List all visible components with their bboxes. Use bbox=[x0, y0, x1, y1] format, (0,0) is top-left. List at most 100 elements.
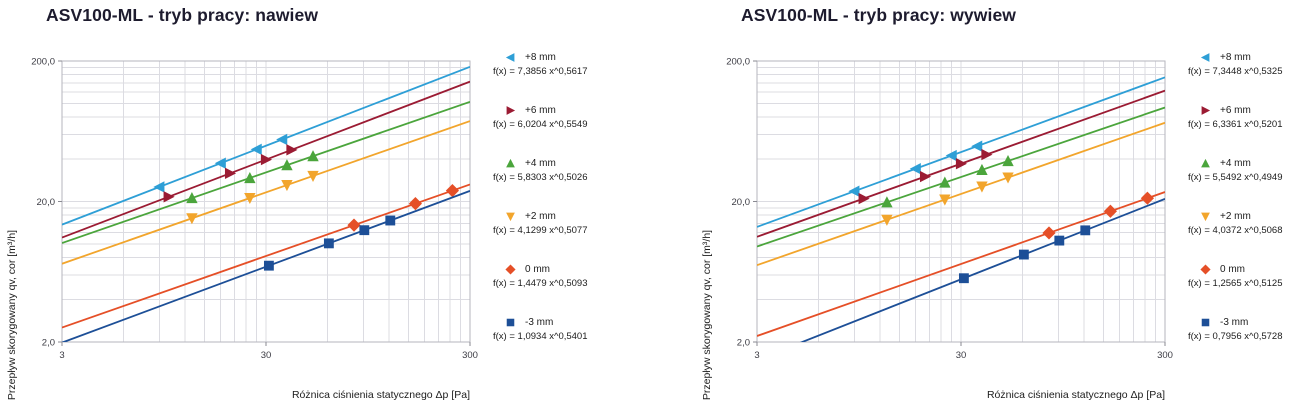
series-marker-triangle-left bbox=[214, 157, 226, 169]
series-marker-triangle-left bbox=[848, 185, 860, 197]
triangle-left-icon bbox=[505, 53, 515, 62]
series-marker-triangle-down bbox=[1201, 212, 1210, 222]
series-marker-triangle-down bbox=[506, 212, 515, 222]
series-marker-triangle-right bbox=[260, 153, 272, 166]
series-marker-triangle-up bbox=[506, 158, 515, 168]
x-tick-label: 300 bbox=[462, 350, 478, 361]
series-marker-triangle-down bbox=[186, 213, 198, 225]
series-marker-triangle-right bbox=[955, 157, 967, 170]
triangle-up-icon bbox=[506, 158, 515, 168]
series-line-+8mm bbox=[757, 76, 1165, 228]
x-tick-label: 30 bbox=[956, 350, 967, 361]
series-marker-square bbox=[359, 225, 370, 236]
series-marker-triangle-up bbox=[1201, 158, 1210, 168]
legend-name-row: +4 mm bbox=[493, 157, 643, 170]
gridlines bbox=[756, 60, 1166, 343]
series-marker-triangle-right bbox=[858, 192, 870, 205]
series-line-+8mm bbox=[62, 65, 470, 226]
x-tick-label: 3 bbox=[754, 350, 759, 361]
legend-series-label: +6 mm bbox=[1220, 105, 1251, 116]
legend-equation: f(x) = 0,7956 x^0,5728 bbox=[1188, 331, 1283, 342]
x-tick-label: 3 bbox=[59, 350, 64, 361]
series-marker-triangle-up bbox=[281, 159, 293, 171]
legend-series-label: +2 mm bbox=[1220, 211, 1251, 222]
series-marker-square bbox=[1054, 235, 1065, 246]
series-marker-triangle-right bbox=[506, 106, 516, 115]
triangle-right-icon bbox=[506, 106, 516, 115]
y-tick-label: 2,0 bbox=[42, 338, 55, 349]
series-marker-triangle-left bbox=[971, 140, 983, 152]
series-marker-diamond bbox=[1103, 204, 1118, 218]
series-marker-diamond bbox=[408, 197, 423, 211]
series-marker-triangle-up bbox=[186, 192, 198, 204]
legend-equation: f(x) = 5,5492 x^0,4949 bbox=[1188, 172, 1283, 183]
square-icon bbox=[1201, 318, 1210, 327]
series-line-0mm bbox=[62, 183, 470, 329]
series-marker-triangle-down bbox=[881, 214, 893, 226]
series-marker-square bbox=[323, 238, 334, 249]
series-marker-triangle-down bbox=[244, 192, 256, 205]
legend: +8 mm f(x) = 7,3448 x^0,5325 +6 mm f(x) = 6… bbox=[1188, 51, 1307, 369]
legend-name-row: +8 mm bbox=[1188, 51, 1307, 64]
legend-item-+2mm: +2 mm f(x) = 4,1299 x^0,5077 bbox=[493, 210, 643, 236]
series-marker-triangle-right bbox=[1201, 106, 1211, 115]
legend-series-label: 0 mm bbox=[525, 264, 550, 275]
legend-name-row: +6 mm bbox=[1188, 104, 1307, 117]
series-marker-diamond bbox=[1200, 264, 1211, 275]
series-marker-square bbox=[506, 318, 515, 327]
chart-title: ASV100-ML - tryb pracy: nawiew bbox=[46, 5, 319, 25]
series-marker-triangle-left bbox=[276, 133, 288, 146]
series-marker-triangle-right bbox=[286, 144, 298, 156]
legend-series-label: -3 mm bbox=[525, 317, 554, 328]
series-marker-triangle-right bbox=[919, 170, 932, 183]
legend-equation: f(x) = 6,0204 x^0,5549 bbox=[493, 119, 588, 130]
legend-name-row: -3 mm bbox=[493, 316, 643, 329]
x-axis-label: Różnica ciśnienia statycznego Δp [Pa] bbox=[291, 389, 470, 401]
series-group bbox=[757, 76, 1165, 342]
triangle-down-icon bbox=[506, 212, 515, 222]
series-marker-square bbox=[263, 260, 274, 271]
series-marker-triangle-up bbox=[939, 176, 951, 188]
legend-item-+6mm: +6 mm f(x) = 6,3361 x^0,5201 bbox=[1188, 104, 1307, 130]
legend-equation: f(x) = 6,3361 x^0,5201 bbox=[1188, 119, 1283, 130]
y-tick-label: 2,0 bbox=[737, 338, 750, 349]
series-marker-triangle-up bbox=[881, 196, 893, 208]
series-marker-triangle-left bbox=[153, 181, 165, 193]
legend-series-label: 0 mm bbox=[1220, 264, 1245, 275]
series-marker-triangle-down bbox=[939, 194, 951, 206]
series-marker-triangle-left bbox=[250, 143, 262, 156]
legend-name-row: +2 mm bbox=[493, 210, 643, 223]
legend-series-label: -3 mm bbox=[1220, 317, 1249, 328]
series-marker-triangle-down bbox=[307, 170, 319, 182]
legend-series-label: +4 mm bbox=[525, 158, 556, 169]
series-marker-square bbox=[1201, 318, 1210, 327]
series-line-+2mm bbox=[62, 120, 470, 265]
series-marker-triangle-right bbox=[224, 167, 237, 180]
series-marker-triangle-down bbox=[1002, 172, 1014, 184]
legend-series-label: +8 mm bbox=[525, 52, 556, 63]
diamond-icon bbox=[505, 264, 516, 275]
legend-item--3mm: -3 mm f(x) = 1,0934 x^0,5401 bbox=[493, 316, 643, 342]
y-tick-label: 200,0 bbox=[726, 57, 750, 68]
y-axis-label: Przepływ skorygowany qv, cor [m³/h] bbox=[701, 229, 713, 401]
legend-name-row: -3 mm bbox=[1188, 316, 1307, 329]
legend: +8 mm f(x) = 7,3856 x^0,5617 +6 mm f(x) = 6… bbox=[493, 51, 643, 369]
legend-name-row: 0 mm bbox=[493, 263, 643, 276]
y-tick-label: 20,0 bbox=[732, 197, 751, 208]
legend-name-row: +8 mm bbox=[493, 51, 643, 64]
triangle-right-icon bbox=[1201, 106, 1211, 115]
legend-item-+2mm: +2 mm f(x) = 4,0372 x^0,5068 bbox=[1188, 210, 1307, 236]
series-marker-triangle-down bbox=[281, 179, 293, 192]
legend-series-label: +6 mm bbox=[525, 105, 556, 116]
legend-item-0mm: 0 mm f(x) = 1,4479 x^0,5093 bbox=[493, 263, 643, 289]
series-line-0mm bbox=[757, 191, 1165, 337]
legend-series-label: +2 mm bbox=[525, 211, 556, 222]
series-marker-diamond bbox=[1140, 191, 1155, 205]
series-marker-diamond bbox=[1042, 226, 1056, 240]
triangle-down-icon bbox=[1201, 212, 1210, 222]
legend-series-label: +4 mm bbox=[1220, 158, 1251, 169]
square-icon bbox=[506, 318, 515, 327]
legend-equation: f(x) = 1,4479 x^0,5093 bbox=[493, 278, 588, 289]
y-tick-label: 20,0 bbox=[37, 197, 56, 208]
